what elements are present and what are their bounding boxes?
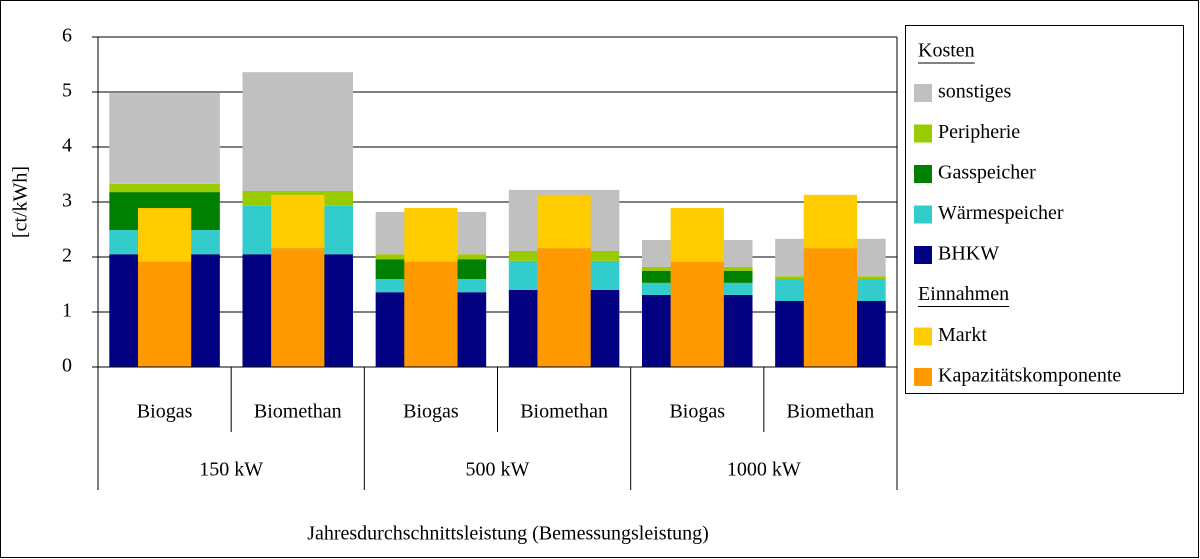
x-tick-label: Biomethan xyxy=(787,401,875,423)
bar-segment xyxy=(537,248,591,367)
y-tick-label: 3 xyxy=(62,190,72,212)
bar-segment xyxy=(404,261,458,367)
group-label: 150 kW xyxy=(199,459,263,481)
legend-label: Kapazitätskomponente xyxy=(938,365,1121,387)
bar-segment xyxy=(242,72,354,191)
bar-segment xyxy=(137,261,192,367)
y-tick-label: 4 xyxy=(62,135,72,157)
legend-frame xyxy=(905,25,1184,394)
bar-segment xyxy=(109,93,220,184)
legend-swatch xyxy=(914,165,932,183)
legend-swatch xyxy=(914,368,932,386)
legend-label: sonstiges xyxy=(938,81,1012,103)
y-tick-label: 6 xyxy=(62,25,72,47)
legend-swatch xyxy=(914,124,932,143)
y-tick-label: 1 xyxy=(62,300,72,322)
group-label: 1000 kW xyxy=(727,459,801,481)
bar-segment xyxy=(670,261,724,367)
legend-header: Einnahmen xyxy=(918,283,1009,305)
x-tick-label: Biomethan xyxy=(520,401,608,423)
legend-label: BHKW xyxy=(938,243,999,265)
legend-header: Kosten xyxy=(918,40,975,62)
legend-label: Peripherie xyxy=(938,121,1020,143)
y-axis-title: [ct/kWh] xyxy=(10,166,32,238)
bar-segment xyxy=(137,208,192,262)
bar-segment xyxy=(803,194,858,249)
bar-segment xyxy=(537,194,591,249)
x-tick-label: Biogas xyxy=(137,401,193,423)
x-tick-label: Biomethan xyxy=(254,401,342,423)
bar-segment xyxy=(404,208,458,262)
x-axis-title: Jahresdurchschnittsleistung (Bemessungsl… xyxy=(307,523,709,545)
legend-swatch xyxy=(914,205,932,224)
legend-label: Wärmespeicher xyxy=(938,202,1064,224)
bar-segment xyxy=(271,248,325,367)
legend-label: Markt xyxy=(938,324,987,346)
y-tick-label: 2 xyxy=(62,245,72,267)
bar-segment xyxy=(271,194,325,249)
y-tick-label: 0 xyxy=(62,355,72,377)
bar-segment xyxy=(803,248,858,367)
group-label: 500 kW xyxy=(466,459,530,481)
bar-segment xyxy=(109,183,220,193)
x-tick-label: Biogas xyxy=(669,401,725,423)
x-tick-label: Biogas xyxy=(403,401,459,423)
y-tick-label: 5 xyxy=(62,80,72,102)
legend-swatch xyxy=(914,246,932,264)
legend-label: Gasspeicher xyxy=(938,162,1036,184)
bar-segment xyxy=(670,208,724,262)
legend-swatch xyxy=(914,327,932,346)
legend-swatch xyxy=(914,84,932,102)
